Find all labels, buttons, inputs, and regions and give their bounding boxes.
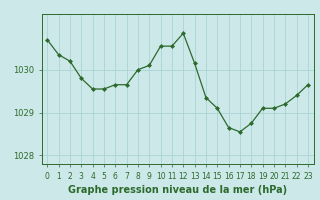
X-axis label: Graphe pression niveau de la mer (hPa): Graphe pression niveau de la mer (hPa) — [68, 185, 287, 195]
